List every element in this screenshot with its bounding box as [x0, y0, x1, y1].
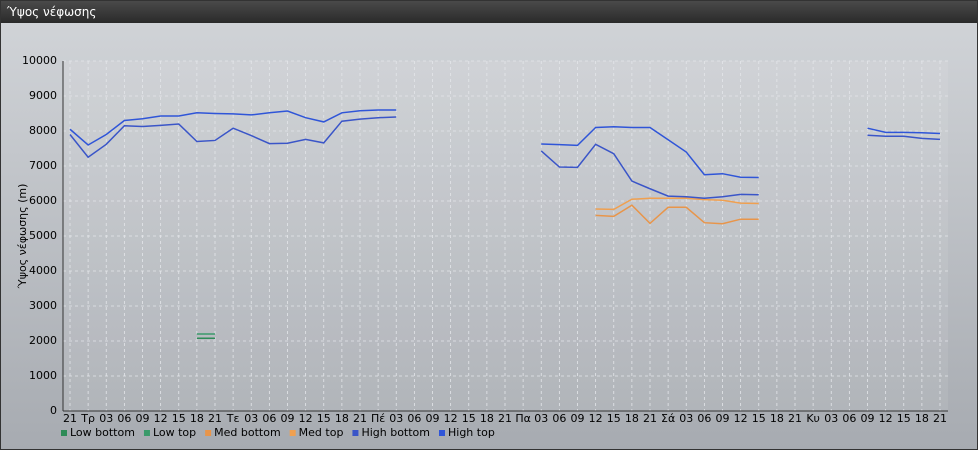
legend-label: High top — [448, 426, 495, 439]
y-tick-label: 9000 — [29, 89, 57, 102]
y-tick-label: 6000 — [29, 194, 57, 207]
x-tick-label: 06 — [842, 412, 856, 425]
x-tick-label: 15 — [607, 412, 621, 425]
series-line — [69, 109, 941, 179]
x-tick-label: 21 — [63, 412, 77, 425]
y-tick-label: 5000 — [29, 229, 57, 242]
x-tick-label: Πα — [515, 412, 531, 425]
x-tick-label: 15 — [172, 412, 186, 425]
series-line — [69, 116, 941, 199]
x-tick-label: 06 — [407, 412, 421, 425]
y-axis-label: Ύψος νέφωσης (m) — [16, 184, 29, 290]
x-tick-label: Σά — [661, 412, 675, 425]
x-tick-label: 18 — [915, 412, 929, 425]
legend-label: Med top — [299, 426, 344, 439]
x-tick-label: 06 — [552, 412, 566, 425]
x-tick-label: 18 — [480, 412, 494, 425]
legend-swatch — [205, 430, 212, 436]
x-tick-label: 21 — [788, 412, 802, 425]
x-tick-label: 18 — [625, 412, 639, 425]
x-tick-label: 12 — [589, 412, 603, 425]
x-tick-label: Τρ — [80, 412, 95, 425]
title-bar: Ύψος νέφωσης — [1, 1, 977, 23]
x-tick-label: 03 — [534, 412, 548, 425]
plot-area — [63, 61, 948, 411]
x-tick-label: 06 — [262, 412, 276, 425]
x-tick-label: 12 — [734, 412, 748, 425]
x-tick-label: 18 — [770, 412, 784, 425]
y-tick-label: 4000 — [29, 264, 57, 277]
x-tick-label: 09 — [281, 412, 295, 425]
y-tick-label: 3000 — [29, 299, 57, 312]
legend-label: Low bottom — [70, 426, 135, 439]
x-tick-label: 15 — [462, 412, 476, 425]
x-tick-label: 21 — [498, 412, 512, 425]
x-tick-label: 21 — [643, 412, 657, 425]
x-tick-label: 09 — [716, 412, 730, 425]
x-tick-label: 09 — [571, 412, 585, 425]
x-tick-label: 03 — [679, 412, 693, 425]
legend-swatch — [61, 430, 67, 436]
x-tick-label: 12 — [444, 412, 458, 425]
chart: Ύψος νέφωσης (m) 0 1000 2000 3000 4000 5000 60… — [16, 54, 948, 439]
x-tick-label: 03 — [244, 412, 258, 425]
x-tick-label: 12 — [154, 412, 168, 425]
series-line — [595, 197, 759, 211]
x-tick-label: 09 — [861, 412, 875, 425]
x-tick-label: 15 — [752, 412, 766, 425]
x-tick-label: 21 — [933, 412, 947, 425]
legend-swatch — [352, 430, 359, 436]
x-tick-label: 06 — [117, 412, 131, 425]
x-tick-label: 12 — [879, 412, 893, 425]
x-tick-label: 03 — [824, 412, 838, 425]
legend-swatch — [439, 430, 445, 436]
x-tick-label: 03 — [389, 412, 403, 425]
x-tick-label: 09 — [136, 412, 150, 425]
x-tick-label: 12 — [299, 412, 313, 425]
y-tick-label: 7000 — [29, 159, 57, 172]
x-tick-label: 09 — [426, 412, 440, 425]
y-tick-label: 1000 — [29, 369, 57, 382]
x-tick-label: 15 — [317, 412, 331, 425]
legend-label: Med bottom — [214, 426, 281, 439]
y-tick-label: 2000 — [29, 334, 57, 347]
x-tick-label: 18 — [190, 412, 204, 425]
legend-label: High bottom — [361, 426, 430, 439]
x-tick-label: 06 — [697, 412, 711, 425]
x-tick-label: 03 — [99, 412, 113, 425]
x-tick-label: 21 — [353, 412, 367, 425]
y-tick-label: 8000 — [29, 124, 57, 137]
legend-swatch — [289, 430, 296, 436]
x-tick-label: Τε — [226, 412, 240, 425]
legend-swatch — [143, 430, 150, 436]
y-tick-label: 0 — [50, 404, 57, 417]
x-tick-label: Πέ — [371, 412, 385, 425]
x-tick-label: Κυ — [806, 412, 820, 425]
series-line — [595, 204, 759, 225]
x-tick-label: 21 — [208, 412, 222, 425]
legend-label: Low top — [153, 426, 196, 439]
x-tick-label: 18 — [335, 412, 349, 425]
x-tick-label: 15 — [897, 412, 911, 425]
y-tick-label: 10000 — [22, 54, 57, 67]
